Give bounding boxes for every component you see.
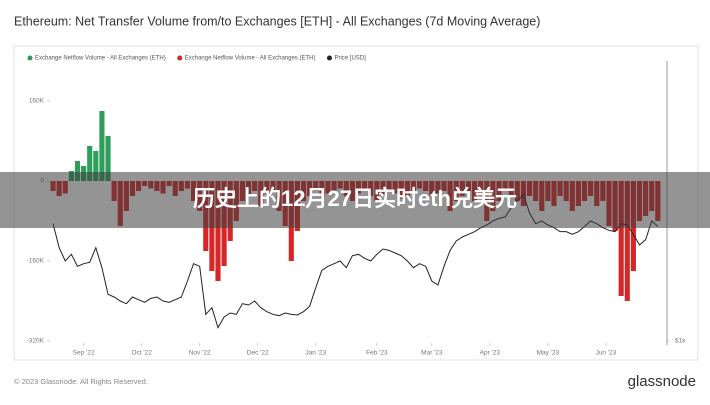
y2-tick-label: $1k [675,338,686,345]
legend-label: Exchange Netflow Volume - All Exchanges … [185,56,316,62]
legend-swatch [177,55,183,61]
brand: glassnode [628,373,696,390]
y-tick-label: -320K [27,338,45,345]
netflow-bar [99,111,105,181]
price-line [52,193,659,329]
x-tick-label: Jun '23 [596,350,617,357]
source: © 2023 Glassnode. All Rights Reserved. [14,377,148,386]
legend-label: Price [USD] [334,56,366,62]
legend-label: Exchange Netflow Volume - All Exchanges … [35,56,166,62]
netflow-bar [624,181,630,301]
legend-swatch [326,55,332,61]
x-tick-label: Oct '22 [131,350,152,357]
x-tick-label: Jan '23 [305,350,326,357]
x-tick-label: Apr '23 [480,350,501,357]
x-tick-label: May '23 [537,350,560,357]
netflow-bar [74,161,81,181]
legend-swatch [27,55,33,61]
y-tick-label: 160K [29,98,45,105]
x-tick-label: Mar '23 [421,350,443,357]
x-tick-label: Feb '23 [366,350,388,357]
netflow-bar [87,146,93,181]
netflow-bar [215,181,221,281]
x-tick-label: Nov '22 [189,350,211,357]
netflow-bar [105,136,111,181]
y-tick-label: -160K [27,258,45,265]
netflow-bar [93,151,99,181]
banner-band [0,172,710,228]
x-tick-label: Sep '22 [73,350,95,357]
netflow-bar [618,181,624,296]
chart-title: Ethereum: Net Transfer Volume from/to Ex… [14,14,540,28]
banner-text: 历史上的12月27日实时eth兑美元 [193,186,517,211]
x-tick-label: Dec '22 [247,350,269,357]
